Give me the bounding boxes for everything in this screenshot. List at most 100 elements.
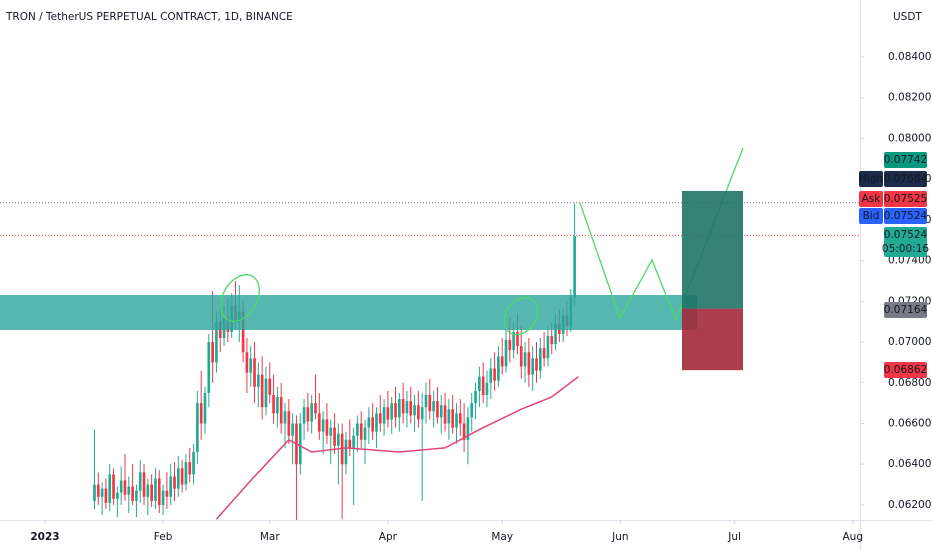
candle-body — [493, 368, 496, 381]
candle-body — [481, 376, 485, 395]
drawings — [0, 147, 744, 371]
quote-name: High — [859, 173, 883, 185]
candle-body — [508, 340, 512, 351]
candle-body — [535, 358, 538, 371]
candle-body — [363, 427, 367, 440]
candle-body — [329, 427, 333, 436]
candle-body — [443, 405, 447, 424]
candle-body — [298, 423, 302, 465]
candle-body — [272, 394, 275, 414]
candle-body — [253, 358, 256, 387]
candle-body — [302, 407, 306, 424]
candle-body — [478, 376, 481, 391]
candle-body — [146, 484, 150, 497]
quote-name-box — [859, 191, 883, 207]
candle-body — [112, 474, 115, 499]
candle-body — [100, 488, 104, 497]
quote-value-box — [884, 208, 927, 224]
x-tick-label: Aug — [843, 531, 864, 543]
candle-body — [512, 331, 515, 351]
support-zone — [0, 295, 697, 330]
y-tick-label: 0.08200 — [888, 92, 931, 104]
candle-body — [93, 484, 96, 501]
candle-body — [428, 394, 432, 412]
candle-body — [157, 478, 161, 505]
candle-body — [108, 474, 112, 503]
candle-body — [367, 417, 371, 428]
candle-body — [409, 401, 413, 416]
circle-annotation — [503, 296, 539, 336]
y-tick-label: 0.08000 — [888, 132, 931, 144]
x-tick-label: Feb — [154, 531, 173, 543]
candle-body — [119, 480, 123, 493]
candle-body — [245, 352, 249, 373]
candle-body — [466, 417, 470, 440]
candle-body — [356, 423, 359, 436]
candle-body — [215, 321, 218, 363]
candle-body — [382, 407, 386, 424]
entry-label: 0.07164 — [884, 304, 928, 316]
x-tick-label: Apr — [379, 531, 398, 543]
candle-body — [306, 407, 310, 422]
candle-body — [451, 409, 455, 428]
candle-body — [154, 478, 157, 501]
y-tick-label: 0.07000 — [888, 336, 931, 348]
candle-body — [161, 490, 165, 505]
quote-name-box — [859, 208, 883, 224]
candle-body — [458, 413, 462, 424]
candle-body — [165, 490, 169, 497]
candle-body — [287, 411, 291, 436]
candle-body — [207, 342, 211, 393]
candle-body — [527, 352, 531, 375]
candle-body — [180, 468, 184, 485]
candle-body — [321, 419, 325, 432]
y-tick-label: 0.06600 — [888, 417, 931, 429]
candle-body — [150, 484, 153, 501]
candle-body — [401, 399, 405, 414]
y-tick-label: 0.08400 — [888, 51, 931, 63]
candle-body — [131, 486, 134, 501]
candle-body — [397, 399, 401, 418]
candle-body — [523, 352, 527, 367]
candle-body — [390, 403, 394, 420]
candle-body — [104, 488, 108, 503]
candle-body — [348, 439, 352, 448]
candle-body — [169, 476, 173, 497]
candle-body — [455, 413, 458, 428]
position-loss — [682, 308, 743, 371]
y-tick-label: 0.06800 — [888, 377, 931, 389]
candle-body — [276, 397, 279, 414]
candle-body — [199, 403, 203, 424]
target-label: 0.07742 — [884, 154, 927, 166]
quote-value-box — [884, 171, 927, 187]
y-tick-label: 0.06400 — [888, 458, 931, 470]
quote-value: 0.07524 — [884, 210, 928, 222]
candle-body — [184, 462, 188, 485]
candle-body — [417, 405, 420, 420]
chart-title: TRON / TetherUS PERPETUAL CONTRACT, 1D, … — [5, 11, 293, 23]
countdown: 05:00:16 — [882, 243, 929, 255]
candle-body — [462, 423, 466, 440]
y-unit: USDT — [893, 11, 922, 23]
candle-body — [538, 348, 542, 371]
candle-body — [546, 335, 550, 359]
candle-body — [378, 413, 382, 424]
position-profit — [682, 190, 743, 309]
candle-body — [436, 401, 439, 418]
moving-average — [215, 376, 579, 520]
candle-body — [504, 340, 508, 367]
candle-body — [447, 409, 451, 424]
candle-body — [138, 472, 142, 491]
candle-body — [439, 405, 443, 418]
last-price-box — [884, 227, 927, 257]
x-tick-label: Mar — [260, 531, 280, 543]
candle-body — [142, 472, 146, 497]
candle-body — [432, 401, 435, 412]
candle-body — [264, 378, 268, 408]
candle-body — [268, 378, 272, 395]
candle-body — [474, 390, 477, 404]
candle-body — [550, 335, 554, 345]
candle-body — [371, 417, 374, 432]
target-label-box — [884, 152, 927, 168]
